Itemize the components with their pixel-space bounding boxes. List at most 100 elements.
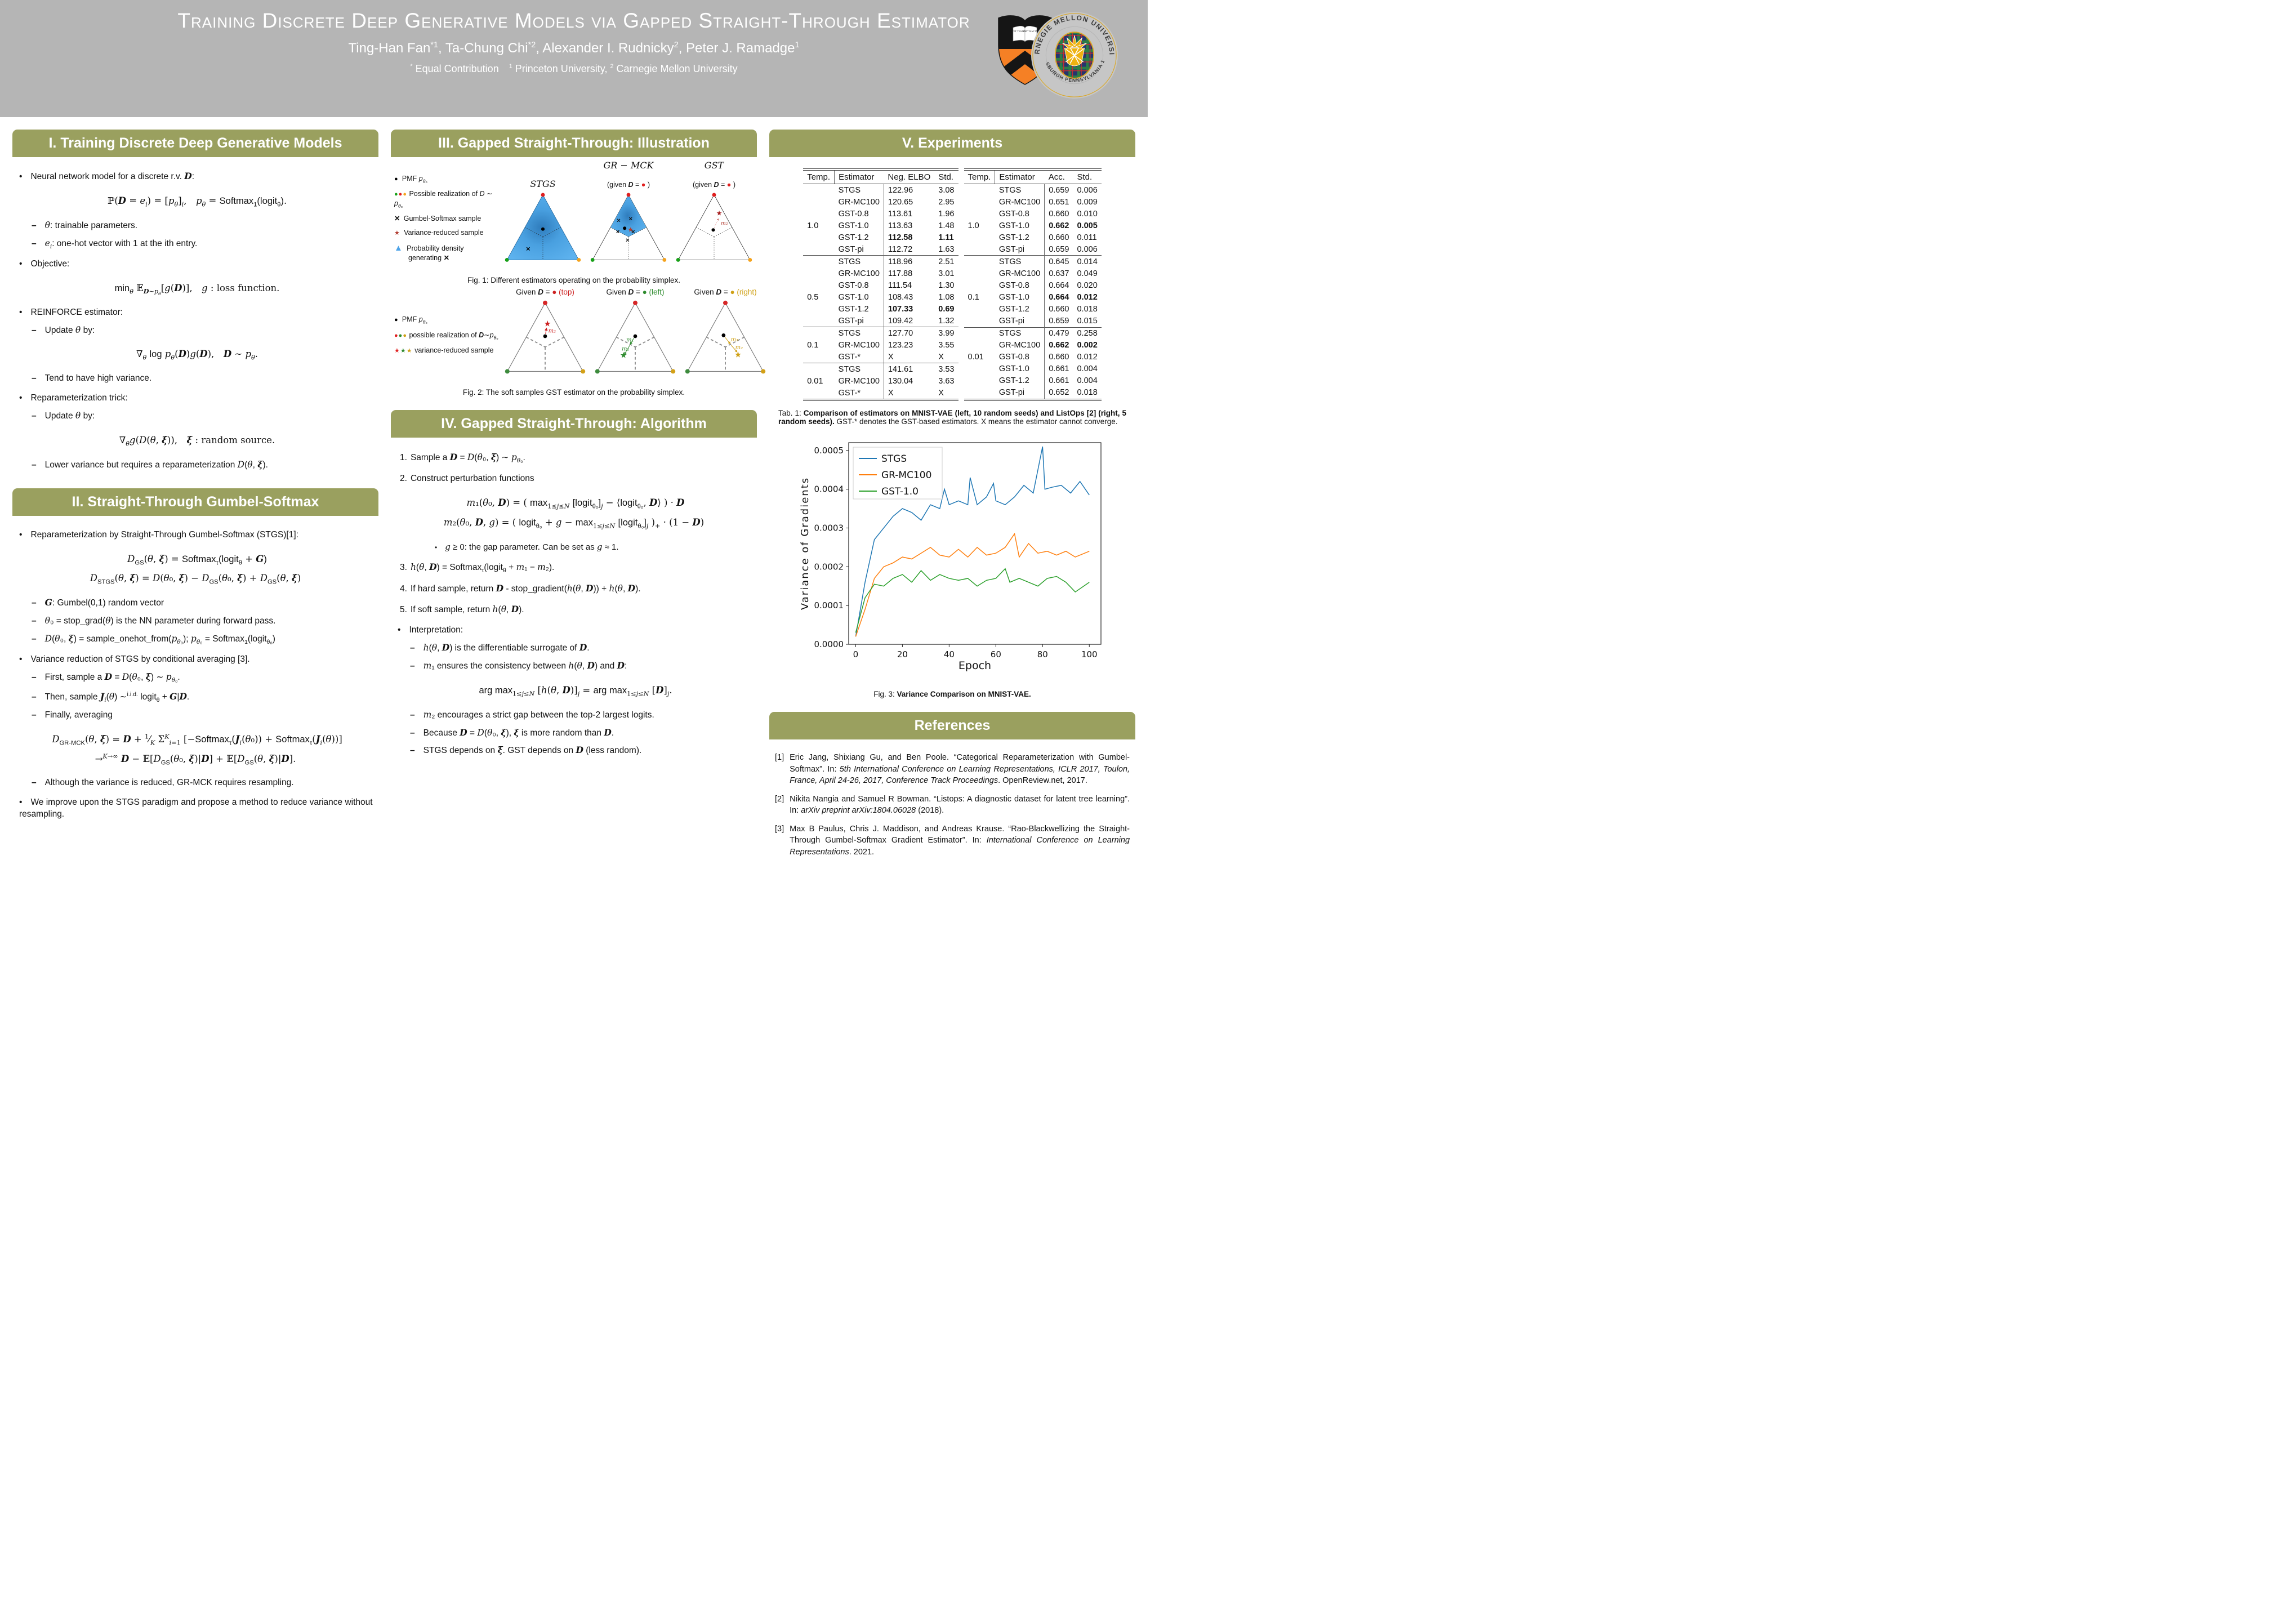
section-2-body: Reparameterization by Straight-Through G…: [12, 515, 378, 830]
legend-item: ●●● possible realization of D∼pθ₀: [394, 331, 498, 341]
column-header: Std.: [934, 170, 958, 184]
svg-text:Variance of Gradients: Variance of Gradients: [799, 477, 811, 610]
list-item: minθ 𝔼D∼pθ[g(D)], g : loss function.: [114, 282, 280, 297]
cmu-thistle-icon: [1062, 35, 1087, 66]
list-item: 3. h(θ, D) = Softmaxτ(logitθ + m₁ − m₂).: [400, 561, 555, 574]
section-1-body: Neural network model for a discrete r.v.…: [12, 157, 378, 480]
poster-title: Training Discrete Deep Generative Models…: [177, 9, 970, 32]
svg-text:★: ★: [716, 209, 723, 217]
list-item: DGR-MCK(θ, ξ) = D + 1⁄K ΣKi=1 [−Softmaxτ…: [52, 733, 342, 766]
list-item: m₁ ensures the consistency between h(θ, …: [420, 660, 752, 672]
column-middle: III. Gapped Straight-Through: Illustrati…: [391, 122, 766, 868]
svg-text:✕: ✕: [628, 216, 633, 222]
section-2: II. Straight-Through Gumbel-Softmax Repa…: [12, 488, 385, 830]
list-item: Lower variance but requires a reparamete…: [42, 459, 374, 471]
reference-item: [2] Nikita Nangia and Samuel R Bowman. “…: [775, 794, 1130, 816]
table-row: GST-1.2 107.33 0.69: [803, 303, 958, 315]
svg-text:✕: ✕: [526, 247, 530, 253]
svg-text:m₂: m₂: [721, 221, 728, 226]
legend-item: ★ Variance-reduced sample: [394, 229, 484, 237]
table-row: GST-* X X: [803, 351, 958, 363]
list-item: DGS(θ, ξ) = Softmaxτ(logitθ + G) DSTGS(θ,…: [90, 553, 301, 586]
list-item: Because D = D(θ₀, ξ), ξ is more random t…: [420, 727, 752, 739]
svg-text:m₁: m₁: [731, 337, 739, 343]
section-2-title: II. Straight-Through Gumbel-Softmax: [12, 488, 385, 541]
list-item: 1. Sample a D = D(θ₀, ξ) ∼ pθ₀.: [400, 452, 525, 465]
column-left: I. Training Discrete Deep Generative Mod…: [12, 122, 385, 868]
list-item: D(θ₀, ξ) = sample_onehot_from(pθ₀); pθ₀ …: [42, 633, 374, 646]
svg-text:★: ★: [734, 351, 742, 360]
list-item: STGS depends on ξ. GST depends on D (les…: [420, 745, 752, 757]
results-tables: Temp. Estimator Neg. ELBO Std. STGS 122.96 3.…: [773, 168, 1132, 401]
svg-text:0.0002: 0.0002: [814, 562, 844, 572]
table-row: GST-0.8 113.61 1.96: [803, 208, 958, 220]
svg-text:★: ★: [544, 319, 551, 328]
figure-1-legend: ● PMF pθ₀ ●●● Possible realization of D ∼…: [394, 169, 500, 268]
svg-text:✕: ✕: [631, 229, 636, 234]
list-item: Then, sample Ji(θ) ∼i.i.d. logitθ + G|D.: [42, 690, 374, 703]
fig1-panel-grmck: GR − MCK (given D = ● ) ★ ✕ ✕ ✕ ✕ ✕: [586, 160, 671, 270]
list-item: Neural network model for a discrete r.v.…: [19, 171, 375, 183]
section-5-title: V. Experiments: [769, 130, 1142, 182]
svg-text:0.0005: 0.0005: [814, 445, 844, 456]
legend-item: ▲ Probability density generating ✕: [394, 243, 464, 262]
table-row: STGS 141.61 3.53: [803, 363, 958, 375]
table-header-row: Temp. Estimator Acc. Std.: [964, 170, 1102, 184]
table-row: GST-0.8 111.54 1.30: [803, 279, 958, 291]
svg-text:✕: ✕: [617, 218, 621, 224]
svg-text:0.0003: 0.0003: [814, 523, 844, 533]
list-item: h(θ, D) is the differentiable surrogate …: [420, 642, 752, 654]
results-table-left: Temp. Estimator Neg. ELBO Std. STGS 122.96 3.…: [803, 168, 958, 401]
list-item: REINFORCE estimator:: [19, 307, 375, 319]
list-item: Although the variance is reduced, GR-MCK…: [42, 777, 374, 789]
simplex-gst: ★ m₂: [676, 193, 752, 262]
list-item: θ₀ = stop_grad(θ) is the NN parameter du…: [42, 615, 374, 627]
column-header: Temp.: [803, 170, 835, 184]
poster: Training Discrete Deep Generative Models…: [0, 0, 1148, 883]
figure-2-legend: ● PMF pθ₀ ●●● possible realization of D∼p…: [394, 310, 500, 360]
column-header: Estimator: [834, 170, 884, 184]
fig1-panel-stgs: STGS: [500, 166, 586, 270]
legend-item: ● PMF pθ₀: [394, 174, 427, 184]
list-item: 2. Construct perturbation functions: [400, 474, 534, 484]
svg-text:0.0004: 0.0004: [814, 484, 844, 494]
table-row: GR-MC100 0.651 0.009: [964, 196, 1102, 208]
section-1-title: I. Training Discrete Deep Generative Mod…: [12, 130, 385, 182]
table-row: GR-MC100 0.637 0.049: [964, 268, 1102, 280]
references-section: References [1] Eric Jang, Shixiang Gu, a…: [769, 712, 1142, 868]
list-item: g ≥ 0: the gap parameter. Can be set as …: [435, 541, 754, 553]
column-header: Estimator: [995, 170, 1045, 184]
table-row: STGS 0.645 0.014: [964, 255, 1102, 268]
fig2-panel-top: Given D = ● (top) ★ m₂: [500, 288, 590, 382]
table-row: STGS 127.70 3.99: [803, 327, 958, 339]
svg-text:0.0001: 0.0001: [814, 600, 844, 611]
table-row: GST-1.2 112.58 1.11: [803, 231, 958, 243]
list-item: First, sample a D = D(θ₀, ξ) ∼ pθ₀.: [42, 671, 374, 684]
svg-text:Epoch: Epoch: [958, 660, 991, 672]
fig2-panel-left: Given D = ● (left) ★: [590, 288, 680, 382]
simplex-given-left: ★ m₁ m₂: [595, 300, 676, 374]
svg-text:STGS: STGS: [881, 453, 907, 465]
svg-text:60: 60: [991, 649, 1001, 660]
list-item: Tend to have high variance.: [42, 373, 374, 385]
table-row: GR-MC100 120.65 2.95: [803, 196, 958, 208]
svg-text:VET TES EN: VET TES EN: [1011, 30, 1026, 33]
section-4-title: IV. Gapped Straight-Through: Algorithm: [391, 410, 764, 463]
list-item: Objective:: [19, 259, 375, 270]
figure-2: ● PMF pθ₀ ●●● possible realization of D∼p…: [394, 288, 766, 382]
content-columns: I. Training Discrete Deep Generative Mod…: [0, 117, 1148, 883]
list-item: Reparameterization by Straight-Through G…: [19, 529, 375, 541]
poster-header: Training Discrete Deep Generative Models…: [0, 0, 1148, 117]
table-row: GST-pi 112.72 1.63: [803, 243, 958, 256]
list-item: ℙ(D = ei) = [pθ]i, pθ = Softmax1(logitθ)…: [107, 195, 287, 208]
table-row: GST-pi 0.652 0.018: [964, 386, 1102, 400]
references-title: References: [769, 712, 1142, 765]
section-3: III. Gapped Straight-Through: Illustrati…: [391, 130, 766, 402]
column-header: Temp.: [964, 170, 996, 184]
section-4: IV. Gapped Straight-Through: Algorithm 1…: [391, 410, 764, 767]
legend-item: ✕ Gumbel-Softmax sample: [394, 215, 482, 223]
table-row: GST-pi 0.659 0.015: [964, 315, 1102, 328]
table-row: GST-1.2 0.660 0.011: [964, 231, 1102, 244]
svg-text:0.0000: 0.0000: [814, 639, 844, 649]
column-header: Neg. ELBO: [884, 170, 935, 184]
